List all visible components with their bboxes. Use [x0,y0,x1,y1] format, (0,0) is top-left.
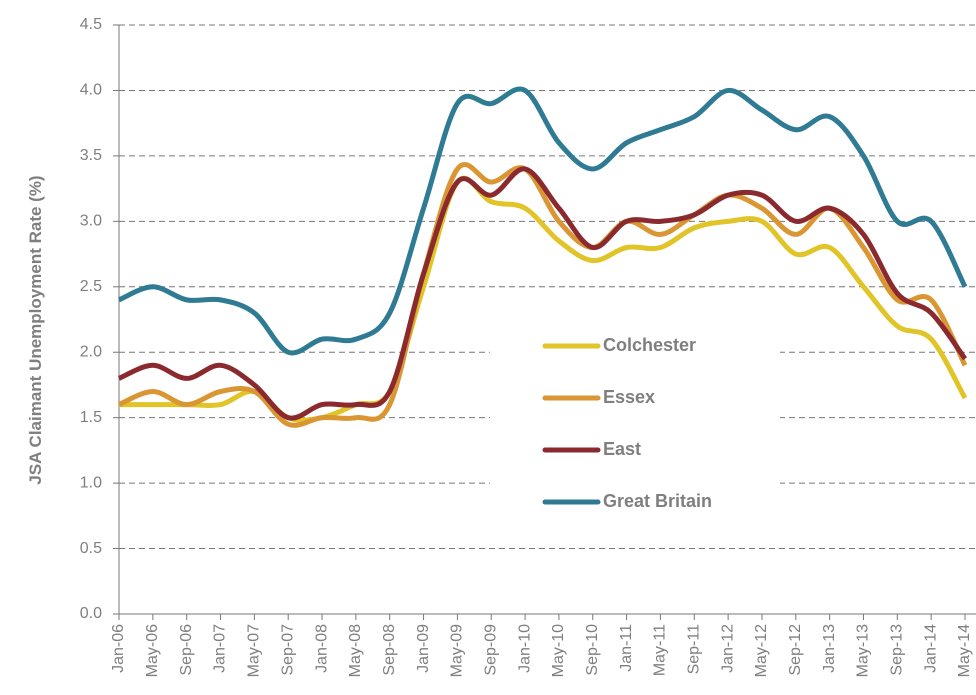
series-line [117,166,968,421]
x-tick-label: May-09 [449,624,466,677]
y-tick-label: 1.5 [80,409,102,426]
x-tick-label: Jan-06 [110,624,127,673]
x-tick-label: May-13 [855,624,872,677]
legend-label: Essex [603,387,655,407]
x-tick-label: Jan-13 [821,624,838,673]
legend-label: Colchester [603,335,696,355]
y-tick-label: 0.5 [80,540,102,557]
series-line [117,86,968,356]
x-tick-label: May-08 [347,624,364,677]
y-axis-label: JSA Claimant Unemployment Rate (%) [26,175,45,484]
legend-label: Great Britain [603,491,712,511]
legend-box [490,322,780,527]
x-tick-label: Sep-06 [178,624,195,676]
x-tick-label: Jan-09 [415,624,432,673]
y-tick-label: 0.0 [80,605,102,622]
x-tick-label: Sep-12 [787,624,804,676]
x-tick-label: Sep-09 [482,624,499,676]
x-tick-label: May-11 [652,624,669,676]
x-tick-label: Sep-08 [381,624,398,676]
x-tick-label: Sep-13 [889,624,906,676]
x-tick-label: May-06 [144,624,161,677]
x-tick-label: May-10 [550,624,567,677]
x-tick-label: May-14 [956,624,973,677]
x-tick-label: Jan-08 [313,624,330,673]
x-tick-label: Jan-07 [212,624,229,673]
y-tick-label: 3.0 [80,213,102,230]
y-tick-label: 2.5 [80,278,102,295]
x-tick-label: Sep-07 [279,624,296,676]
y-tick-label: 4.0 [80,82,102,99]
x-tick-label: Jan-10 [516,624,533,673]
legend-label: East [603,439,641,459]
x-tick-label: May-07 [246,624,263,677]
x-tick-label: Sep-11 [685,624,702,675]
x-tick-label: Sep-10 [584,624,601,676]
x-tick-label: Jan-12 [719,624,736,673]
x-tick-label: Jan-14 [922,624,939,673]
y-tick-label: 4.5 [80,16,102,33]
x-tick-label: Jan-11 [618,624,635,672]
y-tick-label: 2.0 [80,343,102,360]
x-tick-label: May-12 [753,624,770,677]
y-tick-label: 1.0 [80,474,102,491]
y-tick-label: 3.5 [80,147,102,164]
